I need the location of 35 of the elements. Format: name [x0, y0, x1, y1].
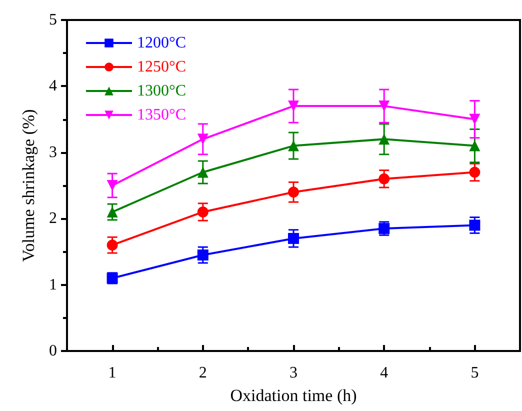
y-tick-label: 0 — [49, 342, 57, 360]
y-tick-label: 5 — [49, 12, 57, 28]
point — [197, 250, 208, 261]
point — [197, 134, 208, 145]
x-tick-label: 2 — [198, 364, 207, 382]
x-tick-label: 1 — [108, 364, 116, 382]
legend-label: 1250°C — [137, 58, 186, 76]
point — [288, 140, 299, 152]
y-tick-label: 1 — [49, 276, 57, 294]
point — [378, 100, 390, 112]
legend-label: 1350°C — [137, 106, 186, 124]
x-tick-label: 4 — [380, 364, 388, 382]
x-tick-label: 5 — [470, 364, 479, 382]
point — [106, 206, 118, 218]
x-tick-label: 3 — [290, 364, 298, 382]
y-tick-label: 3 — [49, 144, 57, 161]
y-tick-label: 2 — [49, 210, 57, 228]
point — [469, 220, 480, 231]
point — [378, 134, 390, 145]
point — [197, 206, 208, 218]
y-axis-title: Volume shrinkage (%) — [19, 109, 38, 262]
point — [378, 173, 390, 184]
point — [288, 232, 299, 244]
point — [469, 166, 480, 178]
point — [288, 100, 299, 112]
point — [106, 180, 118, 191]
legend-label: 1200°C — [137, 34, 186, 52]
y-tick-label: 4 — [49, 78, 57, 95]
point — [288, 186, 299, 198]
point — [469, 114, 480, 125]
legend-label: 1300°C — [137, 82, 186, 100]
x-axis-title: Oxidation time (h) — [230, 386, 357, 405]
point — [197, 166, 208, 178]
point — [106, 240, 118, 251]
point — [469, 140, 480, 152]
